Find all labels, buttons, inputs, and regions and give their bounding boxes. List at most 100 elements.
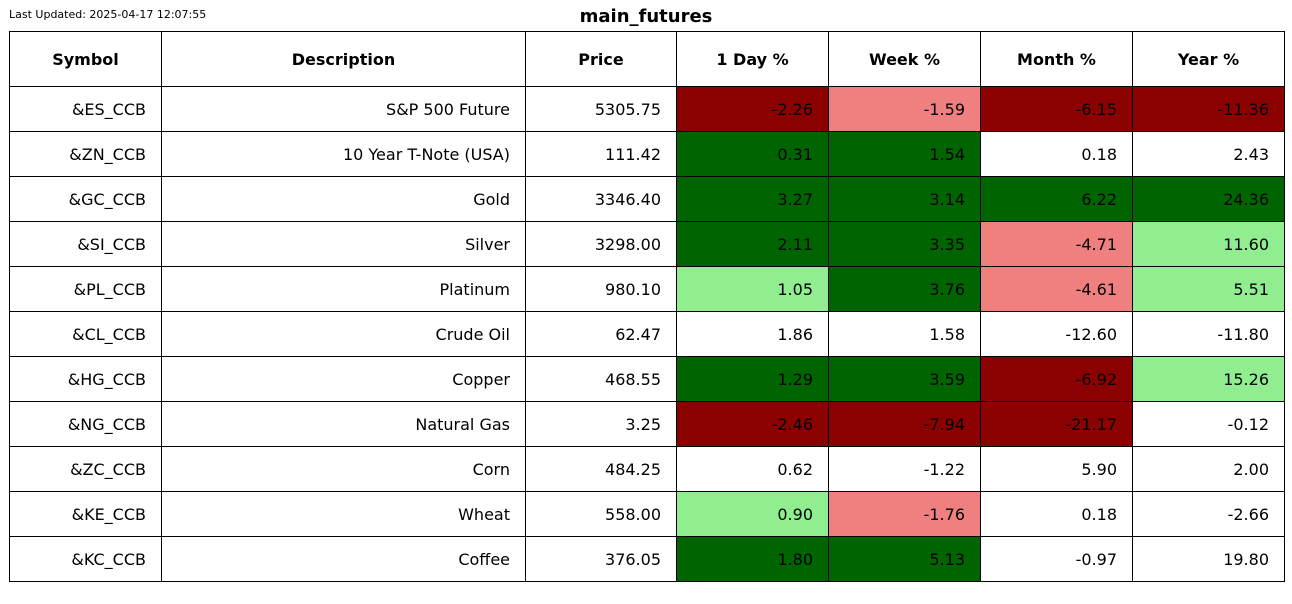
cell-month-pct: 0.18	[980, 491, 1133, 537]
table-row: &HG_CCB Copper 468.55 1.29 3.59 -6.92 15.26	[9, 356, 1285, 402]
cell-year-pct: -11.36	[1132, 86, 1285, 132]
cell-price: 3346.40	[525, 176, 677, 222]
cell-1-day-pct: 0.31	[676, 131, 829, 177]
table-row: &PL_CCB Platinum 980.10 1.05 3.76 -4.61 5.51	[9, 266, 1285, 312]
cell-year-pct: 24.36	[1132, 176, 1285, 222]
cell-price: 484.25	[525, 446, 677, 492]
cell-1-day-pct: 0.62	[676, 446, 829, 492]
cell-description: Coffee	[161, 536, 526, 582]
cell-price: 468.55	[525, 356, 677, 402]
cell-week-pct: -7.94	[828, 401, 981, 447]
cell-description: Corn	[161, 446, 526, 492]
table-row: &KC_CCB Coffee 376.05 1.80 5.13 -0.97 19.80	[9, 536, 1285, 582]
cell-symbol: &KC_CCB	[9, 536, 162, 582]
table-row: &ZC_CCB Corn 484.25 0.62 -1.22 5.90 2.00	[9, 446, 1285, 492]
cell-symbol: &HG_CCB	[9, 356, 162, 402]
table-row: &ES_CCB S&P 500 Future 5305.75 -2.26 -1.59 -6…	[9, 86, 1285, 132]
cell-price: 980.10	[525, 266, 677, 312]
cell-price: 3298.00	[525, 221, 677, 267]
column-header-month-pct: Month %	[980, 31, 1133, 87]
column-header-week-pct: Week %	[828, 31, 981, 87]
cell-1-day-pct: 2.11	[676, 221, 829, 267]
cell-week-pct: 3.14	[828, 176, 981, 222]
cell-year-pct: -0.12	[1132, 401, 1285, 447]
cell-year-pct: 2.43	[1132, 131, 1285, 177]
cell-symbol: &ZN_CCB	[9, 131, 162, 177]
cell-description: Platinum	[161, 266, 526, 312]
table-header-row: Symbol Description Price 1 Day % Week % …	[9, 31, 1285, 87]
cell-symbol: &NG_CCB	[9, 401, 162, 447]
cell-year-pct: -11.80	[1132, 311, 1285, 357]
cell-month-pct: -6.15	[980, 86, 1133, 132]
table-row: &ZN_CCB 10 Year T-Note (USA) 111.42 0.31 1.5…	[9, 131, 1285, 177]
cell-month-pct: -6.92	[980, 356, 1133, 402]
cell-description: Natural Gas	[161, 401, 526, 447]
cell-month-pct: -4.61	[980, 266, 1133, 312]
column-header-1-day-pct: 1 Day %	[676, 31, 829, 87]
cell-year-pct: 15.26	[1132, 356, 1285, 402]
table-row: &CL_CCB Crude Oil 62.47 1.86 1.58 -12.60 -11.8…	[9, 311, 1285, 357]
cell-year-pct: 19.80	[1132, 536, 1285, 582]
table-title: main_futures	[579, 6, 713, 27]
cell-symbol: &SI_CCB	[9, 221, 162, 267]
cell-week-pct: -1.59	[828, 86, 981, 132]
cell-description: Gold	[161, 176, 526, 222]
cell-symbol: &GC_CCB	[9, 176, 162, 222]
cell-symbol: &ES_CCB	[9, 86, 162, 132]
cell-month-pct: 6.22	[980, 176, 1133, 222]
cell-week-pct: 3.35	[828, 221, 981, 267]
column-header-symbol: Symbol	[9, 31, 162, 87]
cell-month-pct: 0.18	[980, 131, 1133, 177]
cell-description: Wheat	[161, 491, 526, 537]
futures-table: Symbol Description Price 1 Day % Week % …	[9, 31, 1285, 582]
column-header-price: Price	[525, 31, 677, 87]
cell-1-day-pct: 0.90	[676, 491, 829, 537]
cell-symbol: &CL_CCB	[9, 311, 162, 357]
cell-week-pct: 1.54	[828, 131, 981, 177]
table-row: &NG_CCB Natural Gas 3.25 -2.46 -7.94 -21.17 -0…	[9, 401, 1285, 447]
cell-week-pct: 3.59	[828, 356, 981, 402]
cell-symbol: &ZC_CCB	[9, 446, 162, 492]
cell-price: 376.05	[525, 536, 677, 582]
cell-1-day-pct: 1.05	[676, 266, 829, 312]
cell-description: 10 Year T-Note (USA)	[161, 131, 526, 177]
last-updated-label: Last Updated: 2025-04-17 12:07:55	[9, 8, 207, 21]
cell-year-pct: 2.00	[1132, 446, 1285, 492]
cell-year-pct: 11.60	[1132, 221, 1285, 267]
table-row: &GC_CCB Gold 3346.40 3.27 3.14 6.22 24.36	[9, 176, 1285, 222]
cell-1-day-pct: 1.80	[676, 536, 829, 582]
cell-1-day-pct: -2.26	[676, 86, 829, 132]
table-row: &SI_CCB Silver 3298.00 2.11 3.35 -4.71 11.60	[9, 221, 1285, 267]
cell-price: 558.00	[525, 491, 677, 537]
cell-week-pct: -1.76	[828, 491, 981, 537]
cell-symbol: &PL_CCB	[9, 266, 162, 312]
cell-month-pct: -4.71	[980, 221, 1133, 267]
cell-week-pct: 3.76	[828, 266, 981, 312]
cell-1-day-pct: 3.27	[676, 176, 829, 222]
table-row: &KE_CCB Wheat 558.00 0.90 -1.76 0.18 -2.66	[9, 491, 1285, 537]
cell-description: Crude Oil	[161, 311, 526, 357]
cell-week-pct: 5.13	[828, 536, 981, 582]
column-header-description: Description	[161, 31, 526, 87]
cell-year-pct: -2.66	[1132, 491, 1285, 537]
cell-week-pct: -1.22	[828, 446, 981, 492]
column-header-year-pct: Year %	[1132, 31, 1285, 87]
cell-symbol: &KE_CCB	[9, 491, 162, 537]
cell-description: Silver	[161, 221, 526, 267]
cell-1-day-pct: 1.86	[676, 311, 829, 357]
cell-1-day-pct: 1.29	[676, 356, 829, 402]
cell-description: S&P 500 Future	[161, 86, 526, 132]
cell-month-pct: -0.97	[980, 536, 1133, 582]
cell-week-pct: 1.58	[828, 311, 981, 357]
cell-1-day-pct: -2.46	[676, 401, 829, 447]
table-body: &ES_CCB S&P 500 Future 5305.75 -2.26 -1.59 -6…	[9, 86, 1285, 582]
cell-price: 62.47	[525, 311, 677, 357]
cell-price: 3.25	[525, 401, 677, 447]
cell-price: 111.42	[525, 131, 677, 177]
cell-description: Copper	[161, 356, 526, 402]
cell-year-pct: 5.51	[1132, 266, 1285, 312]
cell-month-pct: 5.90	[980, 446, 1133, 492]
cell-month-pct: -21.17	[980, 401, 1133, 447]
cell-price: 5305.75	[525, 86, 677, 132]
cell-month-pct: -12.60	[980, 311, 1133, 357]
